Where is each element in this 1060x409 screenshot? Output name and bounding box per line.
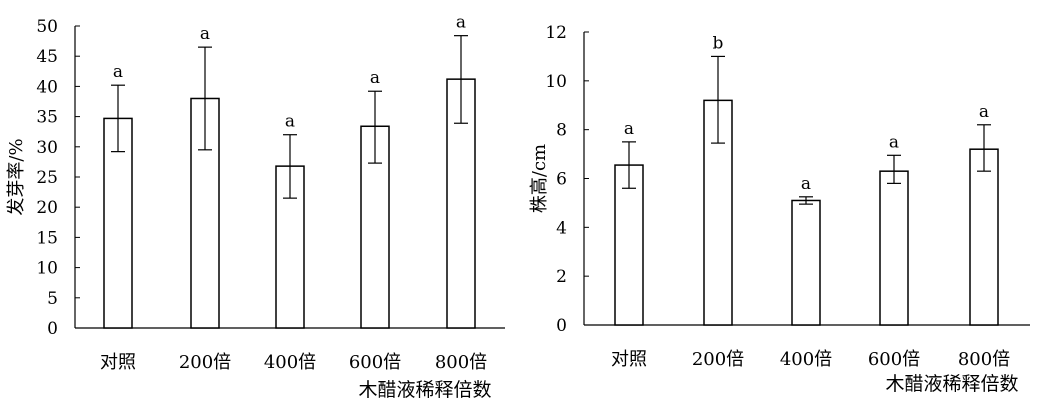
plant-height-chart: 0 2 4 6 8 10 12 株高/cm a 对照 b 200倍 a 400倍 a 600倍 a 800倍木醋液… (529, 23, 1030, 395)
significance-label: a (889, 132, 899, 152)
significance-label: a (456, 13, 466, 33)
significance-label: a (801, 174, 811, 194)
significance-label: a (200, 24, 210, 44)
significance-label: b (713, 33, 724, 53)
y-tick-label: 40 (36, 77, 58, 97)
significance-label: a (979, 102, 989, 122)
significance-label: a (113, 62, 123, 82)
x-axis-label: 木醋液稀释倍数 (358, 379, 491, 401)
x-axis-label: 木醋液稀释倍数 (885, 373, 1018, 395)
bar (969, 148, 999, 326)
y-tick-label: 8 (556, 121, 567, 141)
bar (614, 164, 644, 326)
x-category-label: 400倍 (264, 352, 316, 373)
bar (879, 170, 909, 326)
y-axis-label: 株高/cm (529, 144, 550, 213)
significance-label: a (624, 119, 634, 139)
x-category-label: 200倍 (692, 349, 744, 370)
y-tick-label: 0 (556, 316, 567, 336)
y-axis-label: 发芽率/% (6, 138, 27, 215)
germination-rate-chart: 0 5 10 15 20 25 30 35 40 45 50 发芽率/% a 对照 a 200倍 a 400倍 a 6… (6, 13, 505, 401)
y-tick-label: 50 (36, 17, 58, 37)
bar (103, 117, 133, 329)
y-tick-label: 10 (36, 259, 58, 279)
y-tick-label: 35 (36, 108, 58, 128)
x-category-label: 600倍 (349, 352, 401, 373)
y-tick-label: 6 (556, 170, 567, 190)
x-category-label: 800倍 (958, 349, 1010, 370)
x-category-label: 对照 (611, 349, 647, 370)
y-tick-label: 25 (36, 168, 58, 188)
y-tick-label: 2 (556, 267, 567, 287)
y-tick-label: 4 (556, 218, 567, 238)
y-tick-label: 12 (545, 23, 567, 43)
y-tick-label: 20 (36, 198, 58, 218)
y-tick-label: 10 (545, 72, 567, 92)
x-category-label: 600倍 (868, 349, 920, 370)
y-tick-label: 0 (47, 319, 58, 339)
significance-label: a (285, 112, 295, 132)
y-tick-label: 15 (36, 228, 58, 248)
y-tick-label: 5 (47, 289, 58, 309)
x-category-label: 对照 (100, 352, 136, 373)
x-category-label: 200倍 (179, 352, 231, 373)
x-category-label: 800倍 (435, 352, 487, 373)
bar (791, 199, 821, 326)
y-tick-label: 45 (36, 47, 58, 67)
x-category-label: 400倍 (780, 349, 832, 370)
y-tick-label: 30 (36, 138, 58, 158)
significance-label: a (370, 68, 380, 88)
